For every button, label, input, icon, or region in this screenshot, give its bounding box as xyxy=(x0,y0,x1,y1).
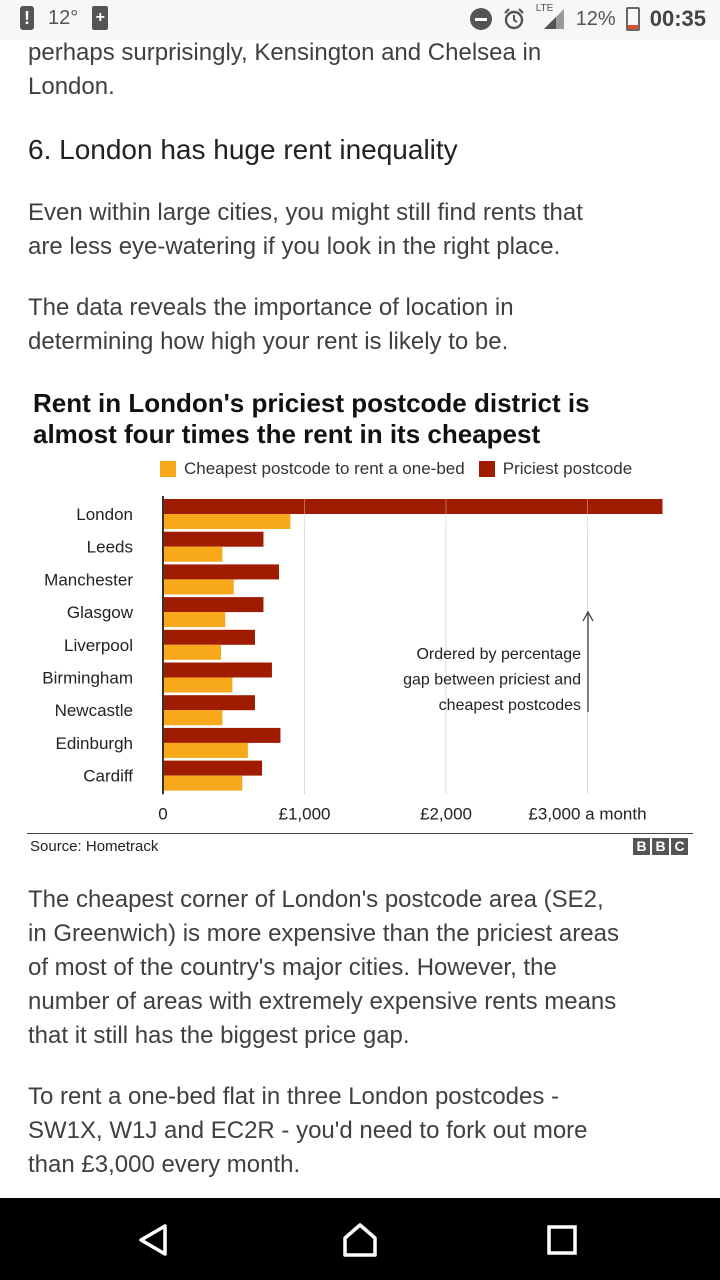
section-heading: 6. London has huge rent inequality xyxy=(28,134,458,165)
bar-cheapest xyxy=(163,677,233,693)
bar-priciest xyxy=(163,499,663,514)
annotation-arrowhead xyxy=(582,610,594,622)
paragraph-3-line: that it still has the biggest price gap. xyxy=(28,1022,410,1049)
bar-priciest xyxy=(163,564,280,580)
x-tick-label: £1,000 xyxy=(279,804,331,823)
bar-priciest xyxy=(163,597,264,613)
paragraph-2-line-1: The data reveals the importance of locat… xyxy=(28,294,514,321)
bar-cheapest xyxy=(163,612,226,628)
category-label: London xyxy=(76,505,133,524)
bar-cheapest xyxy=(163,710,223,726)
legend-label-priciest: Priciest postcode xyxy=(502,459,633,478)
battery-saver-icon: + xyxy=(92,6,109,30)
alert-icon: ! xyxy=(20,6,34,30)
category-label: Cardiff xyxy=(83,767,133,786)
annotation-text: Ordered by percentage xyxy=(416,646,581,663)
chart-title-line-2: almost four times the rent in its cheape… xyxy=(33,419,541,449)
home-icon[interactable] xyxy=(338,1218,382,1262)
bar-cheapest xyxy=(163,579,234,595)
legend-label-cheapest: Cheapest postcode to rent a one-bed xyxy=(184,459,465,478)
chart-title: Rent in London's priciest postcode distr… xyxy=(33,388,693,450)
source-divider xyxy=(27,833,693,834)
x-tick-label: 0 xyxy=(158,804,167,823)
category-label: Edinburgh xyxy=(55,734,133,753)
alarm-icon xyxy=(503,8,524,30)
battery-percent: 12% xyxy=(575,7,616,30)
paragraph-4-line: SW1X, W1J and EC2R - you'd need to fork … xyxy=(28,1117,588,1144)
bar-cheapest xyxy=(163,514,291,529)
chart-title-line-1: Rent in London's priciest postcode distr… xyxy=(33,388,590,418)
paragraph-4: To rent a one-bed flat in three London p… xyxy=(28,1080,698,1182)
paragraph-4-line: than £3,000 every month. xyxy=(28,1151,301,1178)
bar-cheapest xyxy=(163,644,222,660)
paragraph-3-line: in Greenwich) is more expensive than the… xyxy=(28,920,619,947)
category-label: Leeds xyxy=(87,538,133,557)
paragraph-1-line-1: Even within large cities, you might stil… xyxy=(28,199,583,226)
bar-cheapest xyxy=(163,546,223,562)
paragraph-2-line-2: determining how high your rent is likely… xyxy=(28,328,509,355)
annotation-text: gap between priciest and xyxy=(403,672,581,689)
paragraph-1: Even within large cities, you might stil… xyxy=(28,196,698,264)
intro-line-2: London. xyxy=(28,73,115,100)
paragraph-2: The data reveals the importance of locat… xyxy=(28,291,698,359)
signal-icon: LTE xyxy=(536,3,566,31)
bar-priciest xyxy=(163,727,281,743)
paragraph-1-line-2: are less eye-watering if you look in the… xyxy=(28,233,561,260)
category-label: Glasgow xyxy=(67,603,134,622)
paragraph-3-line: The cheapest corner of London's postcode… xyxy=(28,886,604,913)
intro-paragraph: perhaps surprisingly, Kensington and Che… xyxy=(28,36,698,104)
bar-priciest xyxy=(163,760,263,776)
paragraph-4-line: To rent a one-bed flat in three London p… xyxy=(28,1083,560,1110)
bar-cheapest xyxy=(163,742,248,758)
bar-priciest xyxy=(163,629,255,645)
legend-swatch-priciest xyxy=(478,461,495,477)
status-bar: ! 12° + LTE 12% 00:35 xyxy=(0,0,720,40)
network-type-label: LTE xyxy=(535,3,554,14)
x-tick-label: £2,000 xyxy=(420,804,472,823)
paragraph-3-line: number of areas with extremely expensive… xyxy=(28,988,617,1015)
category-label: Manchester xyxy=(44,570,133,589)
intro-line-1: perhaps surprisingly, Kensington and Che… xyxy=(28,39,542,66)
recents-icon[interactable] xyxy=(540,1218,584,1262)
navigation-bar xyxy=(0,1198,720,1280)
legend-swatch-cheapest xyxy=(160,461,176,477)
annotation-text: cheapest postcodes xyxy=(439,697,581,714)
chart-legend: Cheapest postcode to rent a one-bed Pric… xyxy=(160,459,632,479)
paragraph-3: The cheapest corner of London's postcode… xyxy=(28,883,698,1053)
category-label: Liverpool xyxy=(64,636,133,655)
category-label: Birmingham xyxy=(42,669,133,688)
category-label: Newcastle xyxy=(55,701,133,720)
x-tick-label: £3,000 a month xyxy=(528,804,646,823)
battery-icon xyxy=(625,7,640,31)
chart-source: Source: Hometrack xyxy=(30,838,159,855)
back-icon[interactable] xyxy=(132,1218,176,1262)
temperature-readout: 12° xyxy=(48,6,79,29)
clock: 00:35 xyxy=(649,6,706,31)
bar-priciest xyxy=(163,662,272,678)
rent-bar-chart: London Leeds Manchester Glasgow Liverpool Bir… xyxy=(42,496,663,823)
bar-cheapest xyxy=(163,775,243,791)
bar-priciest xyxy=(163,695,255,711)
paragraph-3-line: of most of the country's major cities. H… xyxy=(28,954,557,981)
bar-priciest xyxy=(163,531,264,547)
do-not-disturb-icon xyxy=(469,8,492,30)
